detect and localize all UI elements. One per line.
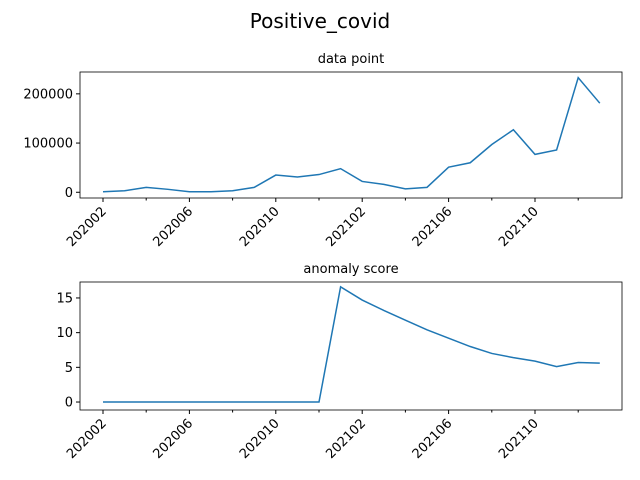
x-tick-label: 202006 [151, 204, 197, 250]
x-tick-label: 202110 [496, 204, 542, 250]
y-tick-label: 0 [65, 396, 73, 411]
y-tick-label: 100000 [23, 137, 73, 152]
x-tick-label: 202106 [410, 204, 456, 250]
axes-title: anomaly score [303, 262, 398, 277]
figure-title: Positive_covid [250, 9, 390, 33]
y-tick-label: 5 [65, 361, 73, 376]
x-tick-label: 202010 [237, 416, 283, 462]
x-tick-label: 202102 [323, 416, 369, 462]
data-line [103, 285, 600, 403]
axes-title: data point [318, 52, 385, 67]
x-tick-label: 202010 [237, 204, 283, 250]
x-tick-label: 202102 [323, 204, 369, 250]
axes-frame [79, 281, 623, 411]
y-tick-label: 10 [56, 326, 73, 341]
x-tick-label: 202106 [410, 416, 456, 462]
y-tick-label: 200000 [23, 87, 73, 102]
y-tick-label: 15 [56, 291, 73, 306]
x-tick-label: 202002 [64, 204, 110, 250]
axes-frame [79, 71, 623, 199]
data-line [102, 76, 601, 193]
x-tick-label: 202110 [496, 416, 542, 462]
y-tick-label: 0 [65, 186, 73, 201]
x-tick-label: 202006 [151, 416, 197, 462]
x-tick-label: 202002 [64, 416, 110, 462]
